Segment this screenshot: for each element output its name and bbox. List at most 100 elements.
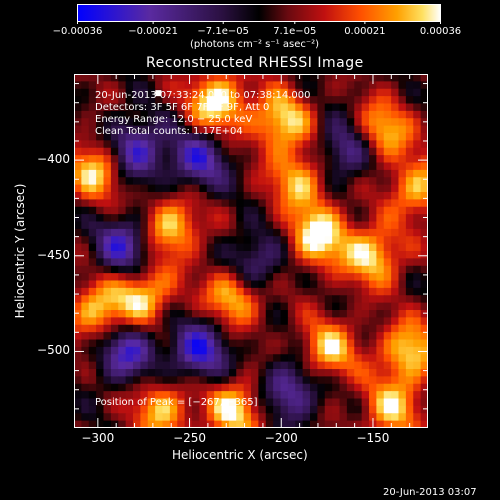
heatmap-cell xyxy=(162,192,171,200)
heatmap-cell xyxy=(74,88,82,97)
heatmap-cell xyxy=(346,103,355,112)
heatmap-cell xyxy=(265,184,274,193)
heatmap-cell xyxy=(192,310,200,318)
heatmap-cell xyxy=(236,354,245,363)
heatmap-cell xyxy=(369,228,377,237)
heatmap-cell xyxy=(369,103,377,112)
heatmap-cell xyxy=(162,383,171,392)
heatmap-cell xyxy=(339,361,348,370)
heatmap-cell xyxy=(332,324,341,333)
heatmap-cell xyxy=(339,206,348,215)
heatmap-cell xyxy=(302,354,311,363)
heatmap-cell xyxy=(184,332,193,341)
heatmap-cell xyxy=(391,391,400,400)
heatmap-cell xyxy=(339,280,348,289)
heatmap-cell xyxy=(162,214,171,223)
heatmap-cell xyxy=(110,243,119,252)
heatmap-cell xyxy=(251,413,259,422)
heatmap-cell xyxy=(324,398,333,407)
heatmap-cell xyxy=(103,155,112,164)
heatmap-cell xyxy=(258,88,267,97)
heatmap-cell xyxy=(133,177,141,186)
heatmap-cell xyxy=(339,221,348,230)
heatmap-cell xyxy=(243,287,252,296)
heatmap-cell xyxy=(354,214,363,223)
heatmap-cell xyxy=(369,140,377,149)
heatmap-cell xyxy=(125,199,134,208)
heatmap-cell xyxy=(346,310,355,318)
heatmap-cell xyxy=(310,147,318,156)
heatmap-cell xyxy=(280,317,289,326)
heatmap-cell xyxy=(214,81,223,90)
heatmap-cell xyxy=(155,258,164,267)
heatmap-cell xyxy=(295,317,304,326)
heatmap-cell xyxy=(251,199,259,208)
heatmap-cell xyxy=(118,383,127,392)
heatmap-cell xyxy=(228,273,237,282)
heatmap-cell xyxy=(258,310,267,318)
heatmap-cell xyxy=(192,221,200,230)
heatmap-cell xyxy=(280,369,289,377)
heatmap-cell xyxy=(317,169,326,178)
heatmap-cell xyxy=(354,310,363,318)
heatmap-cell xyxy=(133,206,141,215)
heatmap-cell xyxy=(243,280,252,289)
colorbar-tick-label: −7.1e−05 xyxy=(197,26,249,37)
heatmap-cell xyxy=(96,192,105,200)
heatmap-cell xyxy=(405,413,414,422)
heatmap-cell xyxy=(133,383,141,392)
heatmap-cell xyxy=(361,103,370,112)
heatmap-cell xyxy=(88,280,97,289)
heatmap-cell xyxy=(295,140,304,149)
heatmap-cell xyxy=(169,199,178,208)
heatmap-cell xyxy=(192,273,200,282)
heatmap-cell xyxy=(413,243,422,252)
heatmap-cell xyxy=(346,177,355,186)
heatmap-cell xyxy=(376,96,385,105)
heatmap-cell xyxy=(162,324,171,333)
heatmap-cell xyxy=(398,103,407,112)
heatmap-cell xyxy=(346,405,355,414)
heatmap-cell xyxy=(169,184,178,193)
heatmap-cell xyxy=(206,103,215,112)
heatmap-cell xyxy=(236,81,245,90)
heatmap-cell xyxy=(383,280,392,289)
heatmap-cell xyxy=(265,332,274,341)
heatmap-cell xyxy=(221,280,230,289)
heatmap-cell xyxy=(376,74,385,82)
heatmap-cell xyxy=(81,199,90,208)
heatmap-cell xyxy=(243,243,252,252)
heatmap-cell xyxy=(376,273,385,282)
heatmap-cell xyxy=(310,346,318,355)
heatmap-cell xyxy=(265,405,274,414)
heatmap-cell xyxy=(251,214,259,223)
heatmap-cell xyxy=(81,287,90,296)
heatmap-cell xyxy=(258,302,267,311)
heatmap-cell xyxy=(287,324,296,333)
heatmap-cell xyxy=(88,118,97,127)
heatmap-cell xyxy=(405,258,414,267)
heatmap-cell xyxy=(184,228,193,237)
heatmap-cell xyxy=(96,317,105,326)
heatmap-cell xyxy=(228,177,237,186)
heatmap-cell xyxy=(214,280,223,289)
heatmap-cell xyxy=(147,369,156,377)
heatmap-cell xyxy=(155,324,164,333)
heatmap-cell xyxy=(214,251,223,259)
heatmap-cell xyxy=(420,398,428,407)
heatmap-cell xyxy=(273,221,282,230)
heatmap-cell xyxy=(162,147,171,156)
heatmap-cell xyxy=(413,413,422,422)
heatmap-cell xyxy=(302,221,311,230)
heatmap-cell xyxy=(398,280,407,289)
heatmap-cell xyxy=(236,251,245,259)
heatmap-cell xyxy=(354,287,363,296)
heatmap-cell xyxy=(125,236,134,245)
heatmap-cell xyxy=(273,413,282,422)
heatmap-cell xyxy=(125,361,134,370)
heatmap-cell xyxy=(243,206,252,215)
heatmap-cell xyxy=(206,133,215,141)
heatmap-cell xyxy=(162,376,171,385)
heatmap-cell xyxy=(324,81,333,90)
heatmap-cell xyxy=(391,228,400,237)
